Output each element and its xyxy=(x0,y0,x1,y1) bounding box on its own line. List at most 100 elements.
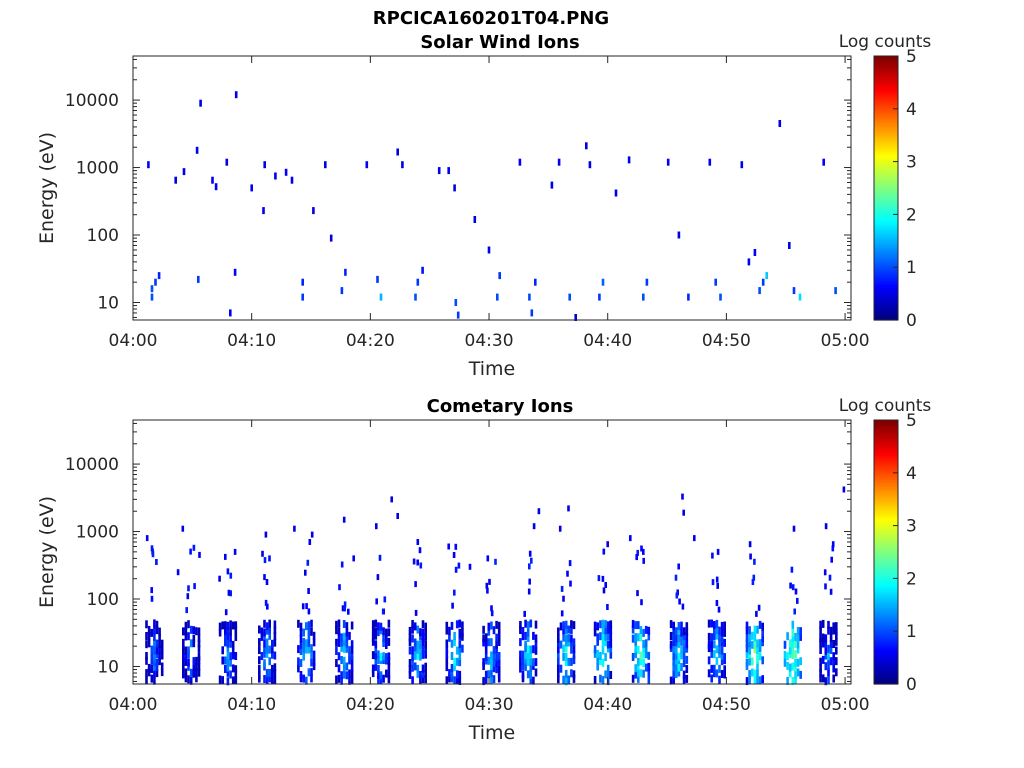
heatmap-cell xyxy=(819,646,822,654)
x-tick-label: 04:40 xyxy=(583,695,632,715)
colorbar-segment xyxy=(874,95,898,99)
heatmap-cell xyxy=(791,640,795,649)
heatmap-cell xyxy=(411,625,414,634)
heatmap-cell xyxy=(378,554,382,561)
colorbar-segment xyxy=(874,653,898,656)
heatmap-cell xyxy=(718,632,721,641)
heatmap-cell xyxy=(231,645,235,654)
colorbar-segment xyxy=(874,64,898,68)
heatmap-cell xyxy=(482,677,485,686)
colorbar-segment xyxy=(874,289,898,292)
heatmap-cell xyxy=(606,625,610,634)
heatmap-cell xyxy=(265,645,269,654)
heatmap-cell xyxy=(482,658,485,667)
heatmap-cell xyxy=(229,652,232,661)
colorbar-segment xyxy=(874,247,898,251)
heatmap-cell xyxy=(534,640,538,649)
heatmap-cell xyxy=(263,675,266,683)
heatmap-cell xyxy=(715,631,719,640)
heatmap-cell xyxy=(492,646,496,655)
heatmap-cell xyxy=(829,640,833,648)
heatmap-cell xyxy=(761,638,764,647)
heatmap-cell xyxy=(642,669,645,678)
heatmap-cell xyxy=(485,582,489,589)
heatmap-cell xyxy=(824,677,828,686)
heatmap-cell xyxy=(312,207,315,215)
colorbar-segment xyxy=(874,168,898,171)
colorbar-segment xyxy=(874,655,898,659)
colorbar-segment xyxy=(874,646,898,650)
colorbar-segment xyxy=(874,251,898,255)
colorbar-segment xyxy=(874,240,898,244)
heatmap-cell xyxy=(487,656,491,665)
heatmap-cell xyxy=(195,668,198,677)
heatmap-cell xyxy=(160,668,164,677)
heatmap-cell xyxy=(265,676,269,685)
heatmap-cell xyxy=(484,670,488,679)
heatmap-cell xyxy=(416,640,420,649)
heatmap-cell xyxy=(685,665,689,673)
heatmap-cell xyxy=(411,663,414,672)
heatmap-cell xyxy=(155,620,159,629)
heatmap-cell xyxy=(601,639,605,648)
heatmap-cell xyxy=(182,663,185,672)
heatmap-cell xyxy=(713,664,716,673)
heatmap-cell xyxy=(153,676,156,685)
heatmap-cell xyxy=(419,628,422,637)
colorbar-segment xyxy=(874,236,898,240)
heatmap-cell xyxy=(376,275,379,283)
heatmap-cell xyxy=(340,671,343,680)
heatmap-cell xyxy=(453,657,456,666)
colorbar-segment xyxy=(874,100,898,103)
colorbar-tick-label: 5 xyxy=(906,411,917,431)
heatmap-cell xyxy=(224,665,227,673)
heatmap-cell xyxy=(593,649,597,658)
colorbar-segment xyxy=(874,196,898,200)
heatmap-cell xyxy=(385,669,388,678)
heatmap-cell xyxy=(340,643,343,652)
colorbar-segment xyxy=(874,104,898,108)
heatmap-cell xyxy=(528,293,531,301)
heatmap-cell xyxy=(842,486,846,493)
heatmap-cell xyxy=(639,669,643,678)
colorbar-segment xyxy=(874,71,898,75)
colorbar-segment xyxy=(874,626,898,630)
heatmap-cell xyxy=(324,161,327,169)
heatmap-cell xyxy=(596,637,599,646)
colorbar-segment xyxy=(874,470,898,474)
heatmap-cell xyxy=(411,653,414,661)
heatmap-cell xyxy=(672,657,675,666)
heatmap-cell xyxy=(416,278,420,286)
heatmap-cell xyxy=(342,644,346,653)
colorbar-segment xyxy=(874,291,898,295)
heatmap-cell xyxy=(461,628,464,637)
heatmap-cell xyxy=(532,658,535,667)
colorbar-segment xyxy=(874,293,898,297)
colorbar-segment xyxy=(874,254,898,257)
colorbar-segment xyxy=(874,287,898,290)
heatmap-cell xyxy=(713,632,716,641)
heatmap-cell xyxy=(458,619,462,628)
x-axis-label: Time xyxy=(468,358,516,380)
heatmap-cell xyxy=(524,619,527,628)
colorbar-segment xyxy=(874,227,898,231)
heatmap-cell xyxy=(231,621,235,630)
heatmap-cell xyxy=(488,578,491,585)
heatmap-cell xyxy=(350,669,354,678)
colorbar-segment xyxy=(874,300,898,303)
colorbar-segment xyxy=(874,442,898,445)
heatmap-cell xyxy=(529,650,533,659)
heatmap-cell xyxy=(593,676,597,684)
colorbar-segment xyxy=(874,306,898,310)
colorbar-segment xyxy=(874,243,898,246)
heatmap-cell xyxy=(424,622,427,631)
heatmap-cell xyxy=(258,625,261,634)
heatmap-cell xyxy=(524,631,527,640)
colorbar-segment xyxy=(874,516,898,520)
heatmap-cell xyxy=(411,620,414,628)
heatmap-cell xyxy=(604,626,607,635)
colorbar-segment xyxy=(874,677,898,681)
heatmap-cell xyxy=(419,671,422,679)
colorbar-segment xyxy=(874,115,898,119)
heatmap-cell xyxy=(153,639,156,647)
